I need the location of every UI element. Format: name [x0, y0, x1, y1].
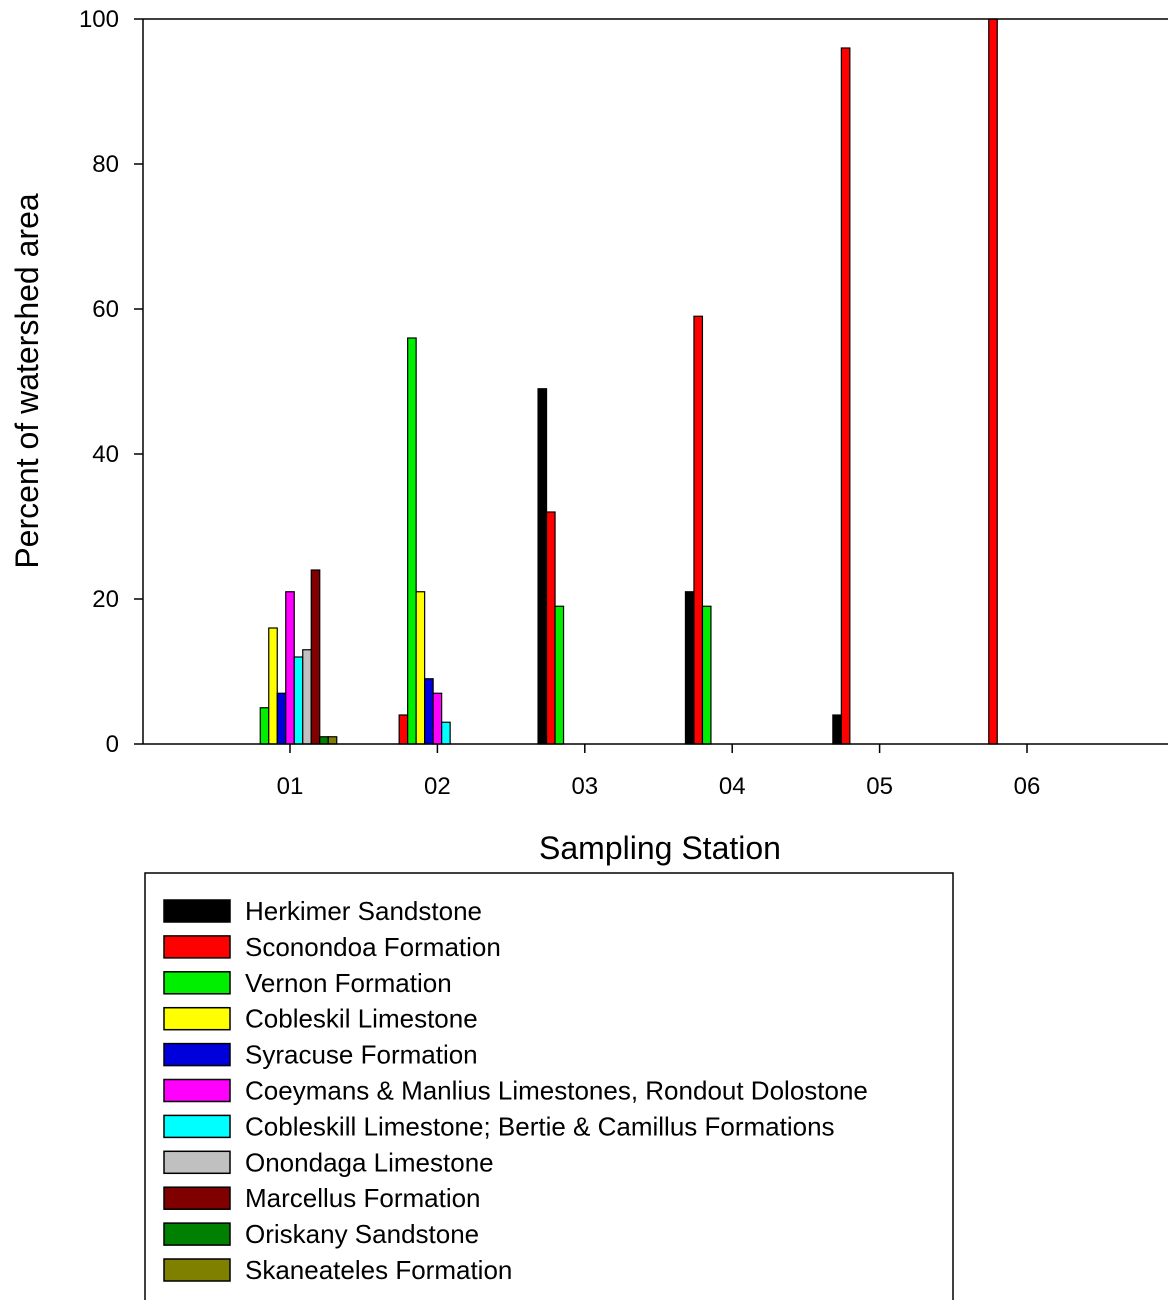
- x-tick-label-01: 01: [277, 773, 304, 800]
- bar-01-6: [293, 656, 304, 745]
- legend-entry-8: Marcellus Formation: [245, 1183, 481, 1213]
- bar-01-5: [285, 591, 295, 745]
- y-axis-label: Percent of watershed area: [9, 193, 45, 569]
- legend-swatch-0: [163, 899, 231, 923]
- bar-04-2: [701, 605, 712, 745]
- legend-swatch-3: [163, 1006, 231, 1031]
- legend-swatch-8: [163, 1186, 231, 1210]
- legend-swatch-9: [163, 1222, 231, 1246]
- axes-layer: 0 20 40 60 80 100 01 02 03 04 05 06: [79, 6, 1168, 800]
- bar-01-7: [302, 649, 312, 745]
- bar-01-8: [310, 569, 321, 745]
- bars-layer: [259, 18, 998, 745]
- y-tick-label-20: 20: [92, 586, 119, 613]
- bar-01-10: [327, 736, 338, 745]
- bar-06-1: [988, 18, 998, 745]
- legend-swatch-7: [163, 1150, 231, 1175]
- x-tick-label-05: 05: [866, 773, 893, 800]
- x-tick-label-06: 06: [1014, 773, 1041, 800]
- bar-01-2: [259, 707, 270, 745]
- bar-03-1: [545, 511, 556, 745]
- x-axis-label: Sampling Station: [539, 830, 781, 866]
- y-tick-label-60: 60: [92, 296, 119, 323]
- legend-swatch-4: [163, 1042, 231, 1067]
- bar-02-2: [407, 337, 417, 745]
- legend-entry-6: Cobleskill Limestone; Bertie & Camillus …: [245, 1111, 835, 1141]
- legend-swatch-10: [163, 1258, 231, 1282]
- x-tick-label-03: 03: [571, 773, 598, 800]
- legend-entry-2: Vernon Formation: [245, 968, 452, 998]
- bar-02-5: [432, 692, 443, 745]
- legend-frame: [144, 872, 954, 1300]
- legend-swatch-2: [163, 971, 231, 995]
- bar-01-9: [319, 736, 329, 745]
- bar-03-2: [554, 605, 565, 745]
- bar-04-0: [684, 591, 695, 745]
- legend-entry-5: Coeymans & Manlius Limestones, Rondout D…: [245, 1076, 868, 1106]
- bar-02-6: [441, 721, 451, 745]
- y-tick-label-0: 0: [106, 731, 119, 758]
- legend-entry-1: Sconondoa Formation: [245, 932, 501, 962]
- y-tick-label-40: 40: [92, 441, 119, 468]
- bar-02-1: [398, 714, 409, 745]
- bar-05-1: [840, 47, 851, 745]
- y-tick-label-100: 100: [79, 6, 119, 33]
- legend: Herkimer Sandstone Sconondoa Formation Ver…: [144, 872, 954, 1300]
- bar-03-0: [537, 388, 548, 745]
- legend-entry-4: Syracuse Formation: [245, 1040, 478, 1070]
- legend-entry-3: Cobleskil Limestone: [245, 1004, 478, 1034]
- bar-01-3: [268, 627, 278, 745]
- legend-entry-9: Oriskany Sandstone: [245, 1219, 479, 1249]
- bar-02-3: [415, 591, 426, 745]
- x-tick-label-04: 04: [719, 773, 746, 800]
- bar-05-0: [832, 714, 842, 745]
- legend-swatch-1: [163, 935, 231, 959]
- bar-01-4: [276, 692, 287, 745]
- bar-02-4: [424, 678, 434, 745]
- legend-swatch-6: [163, 1114, 231, 1139]
- x-tick-label-02: 02: [424, 773, 451, 800]
- bar-04-1: [693, 315, 704, 745]
- legend-entry-10: Skaneateles Formation: [245, 1255, 512, 1285]
- legend-entry-7: Onondaga Limestone: [245, 1147, 494, 1177]
- legend-swatch-5: [163, 1078, 231, 1103]
- legend-entry-0: Herkimer Sandstone: [245, 896, 482, 926]
- y-tick-label-80: 80: [92, 151, 119, 178]
